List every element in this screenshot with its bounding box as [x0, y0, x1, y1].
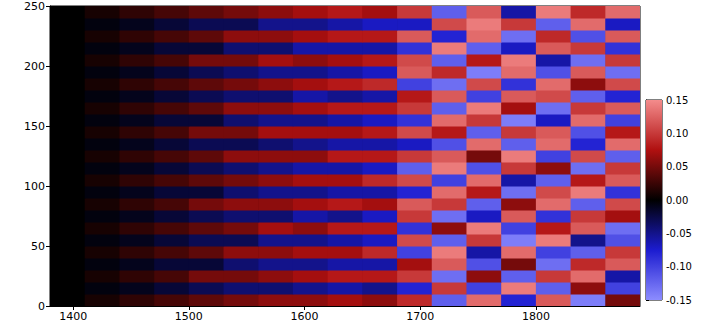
- svg-text:0.00: 0.00: [666, 195, 688, 206]
- svg-text:0: 0: [38, 300, 45, 313]
- svg-text:1600: 1600: [291, 310, 319, 323]
- svg-text:50: 50: [31, 240, 45, 253]
- svg-text:100: 100: [24, 180, 45, 193]
- svg-text:0.15: 0.15: [666, 95, 688, 106]
- svg-text:-0.05: -0.05: [666, 228, 692, 239]
- svg-text:1700: 1700: [406, 310, 434, 323]
- svg-text:0.05: 0.05: [666, 161, 688, 172]
- svg-text:1500: 1500: [175, 310, 203, 323]
- svg-text:200: 200: [24, 60, 45, 73]
- svg-text:-0.10: -0.10: [666, 261, 692, 272]
- svg-text:150: 150: [24, 120, 45, 133]
- svg-text:1400: 1400: [59, 310, 87, 323]
- svg-text:-0.15: -0.15: [666, 295, 692, 306]
- svg-text:1800: 1800: [522, 310, 550, 323]
- svg-text:0.10: 0.10: [666, 128, 688, 139]
- svg-text:250: 250: [24, 0, 45, 13]
